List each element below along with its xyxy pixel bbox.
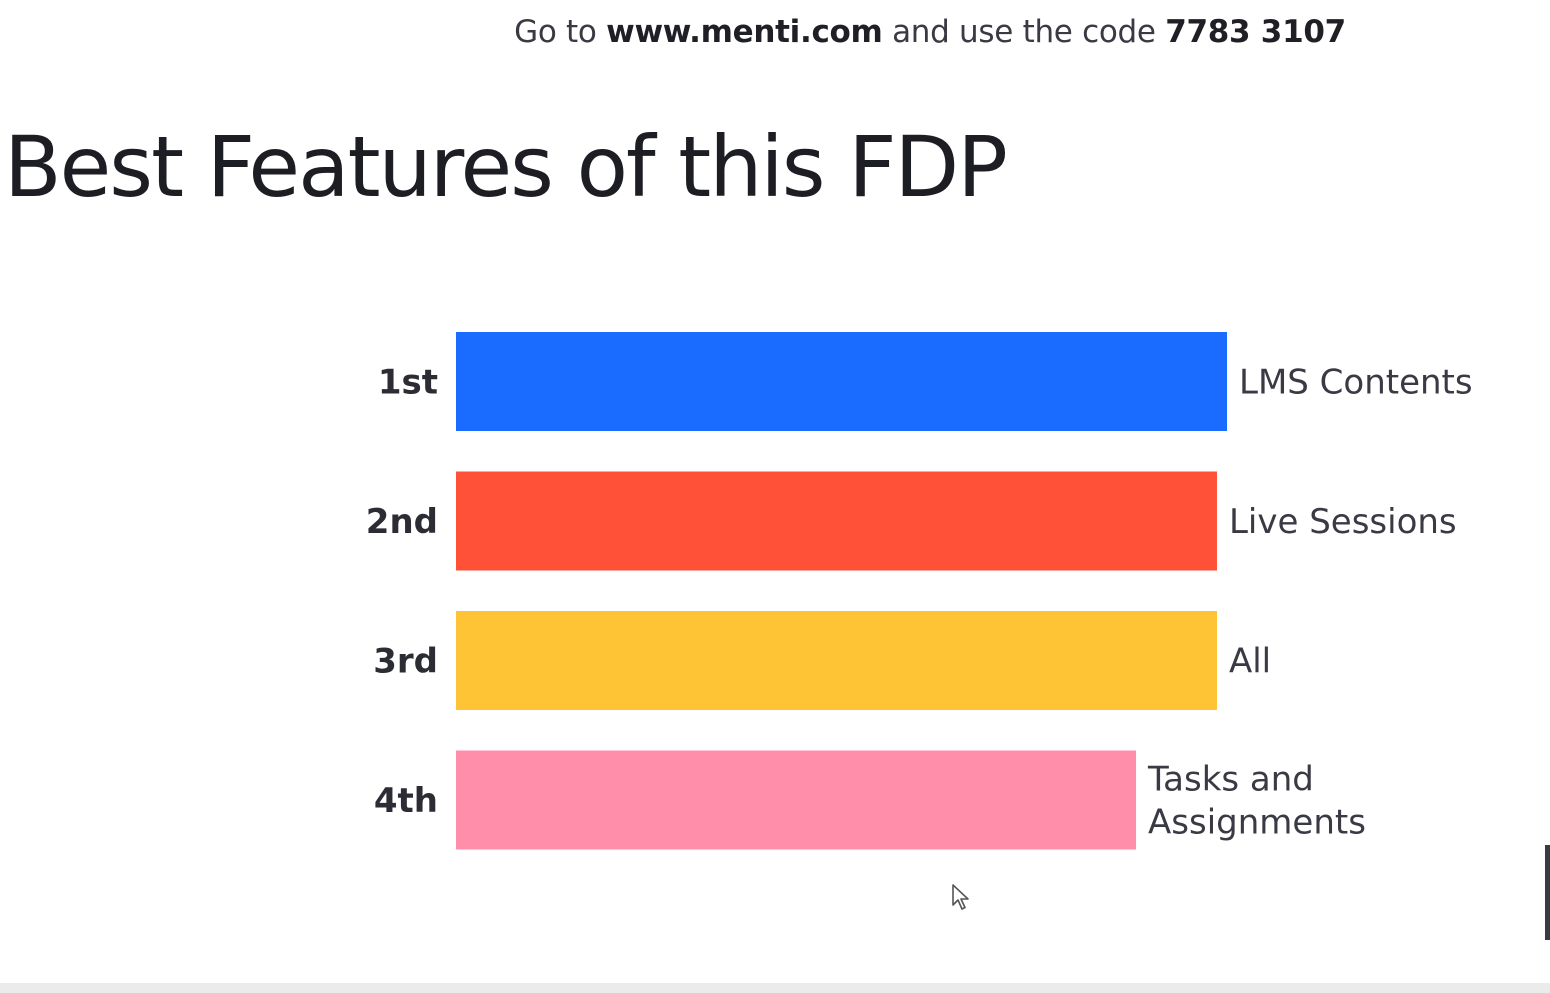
bar-1 bbox=[456, 332, 1227, 431]
join-url: www.menti.com bbox=[606, 14, 883, 50]
chart-title: Best Features of this FDP bbox=[4, 118, 1008, 216]
rank-label-1: 1st bbox=[378, 363, 438, 403]
category-label-3: All bbox=[1229, 642, 1271, 682]
category-label-1: LMS Contents bbox=[1239, 363, 1473, 403]
rank-label-3: 3rd bbox=[373, 642, 438, 682]
rank-label-4: 4th bbox=[374, 781, 438, 821]
join-middle: and use the code bbox=[882, 14, 1166, 50]
bottom-edge-strip bbox=[0, 983, 1550, 993]
bar-2 bbox=[456, 471, 1217, 571]
category-label-4: Tasks and Assignments bbox=[1147, 760, 1366, 843]
join-code: 7783 3107 bbox=[1165, 14, 1346, 50]
bar-3 bbox=[456, 611, 1217, 710]
right-edge-handle bbox=[1545, 845, 1550, 940]
join-prefix: Go to bbox=[514, 14, 607, 50]
rank-label-2: 2nd bbox=[366, 502, 438, 542]
bar-4 bbox=[456, 750, 1137, 850]
category-label-2: Live Sessions bbox=[1229, 502, 1457, 542]
mouse-cursor-icon bbox=[952, 884, 969, 910]
join-instructions: Go to www.menti.com and use the code 778… bbox=[0, 14, 1550, 50]
